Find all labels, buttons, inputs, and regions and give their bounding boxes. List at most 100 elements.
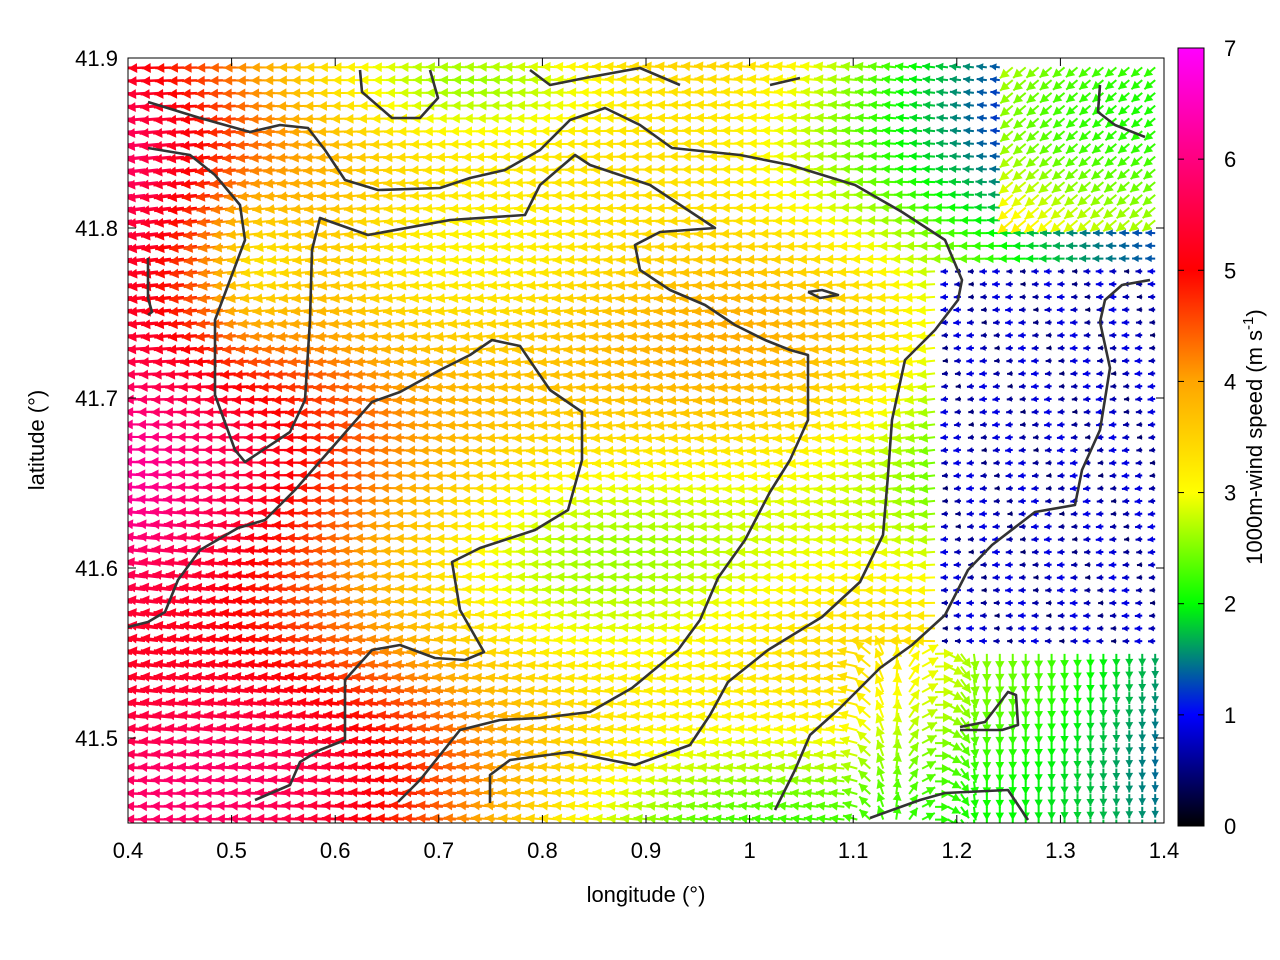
wind-arrow bbox=[953, 599, 961, 606]
wind-arrow bbox=[936, 139, 949, 148]
wind-arrow bbox=[1069, 357, 1078, 364]
wind-arrow bbox=[992, 421, 1000, 428]
wind-arrow bbox=[1052, 130, 1066, 142]
wind-arrow bbox=[1112, 755, 1121, 768]
wind-arrow bbox=[941, 332, 949, 339]
wind-arrow bbox=[908, 663, 921, 680]
wind-arrow bbox=[285, 646, 314, 657]
wind-arrow bbox=[921, 721, 938, 732]
wind-arrow bbox=[1060, 755, 1069, 769]
wind-arrow bbox=[1056, 561, 1065, 568]
wind-arrow bbox=[1108, 587, 1117, 594]
wind-arrow bbox=[309, 710, 340, 721]
wind-arrow bbox=[941, 587, 949, 594]
wind-arrow bbox=[836, 646, 858, 657]
wind-arrow bbox=[854, 665, 871, 681]
wind-arrow bbox=[935, 764, 951, 774]
wind-arrow bbox=[128, 295, 133, 299]
wind-arrow bbox=[1026, 241, 1039, 250]
wind-arrow bbox=[375, 761, 405, 772]
wind-arrow bbox=[206, 633, 236, 644]
wind-arrow bbox=[976, 63, 987, 71]
wind-arrow bbox=[1057, 599, 1065, 606]
wind-arrow bbox=[1147, 370, 1156, 377]
wind-arrow bbox=[1078, 130, 1092, 142]
wind-arrow bbox=[737, 788, 754, 798]
wind-arrow bbox=[1136, 306, 1143, 313]
x-tick-label: 1.3 bbox=[1045, 838, 1076, 863]
wind-arrow bbox=[1006, 498, 1013, 504]
wind-arrow bbox=[954, 549, 962, 555]
wind-arrow bbox=[1119, 229, 1130, 237]
wind-arrow bbox=[998, 194, 1014, 208]
wind-arrow bbox=[1050, 219, 1066, 233]
colorbar-tick-label: 4 bbox=[1224, 369, 1236, 394]
wind-arrow bbox=[1109, 472, 1117, 479]
wind-arrow bbox=[1047, 704, 1056, 719]
wind-arrow bbox=[947, 742, 963, 752]
wind-arrow bbox=[823, 648, 845, 659]
wind-arrow bbox=[1091, 130, 1105, 142]
wind-arrow bbox=[1136, 294, 1143, 300]
wind-arrow bbox=[1044, 574, 1052, 581]
wind-arrow bbox=[966, 638, 974, 645]
wind-arrow bbox=[375, 748, 405, 759]
wind-arrow bbox=[1125, 743, 1134, 755]
wind-arrow bbox=[1095, 268, 1104, 275]
wind-arrow bbox=[1112, 653, 1121, 667]
wind-arrow bbox=[941, 600, 949, 606]
wind-arrow bbox=[940, 408, 949, 415]
wind-arrow bbox=[1057, 472, 1065, 479]
wind-arrow bbox=[949, 152, 962, 161]
wind-arrow bbox=[1110, 625, 1117, 632]
wind-arrow bbox=[644, 762, 664, 773]
wind-arrow bbox=[1032, 434, 1039, 440]
wind-arrow bbox=[968, 421, 975, 428]
wind-arrow bbox=[1046, 612, 1052, 619]
y-tick-label: 41.5 bbox=[75, 726, 118, 751]
wind-arrow bbox=[908, 152, 923, 161]
wind-arrow bbox=[348, 761, 379, 772]
wind-arrow bbox=[1121, 472, 1130, 479]
wind-arrow bbox=[966, 510, 974, 517]
wind-arrow bbox=[348, 787, 379, 798]
wind-arrow bbox=[1121, 319, 1130, 326]
wind-arrow bbox=[1064, 168, 1079, 181]
wind-arrow bbox=[1076, 206, 1092, 220]
wind-arrow bbox=[1099, 666, 1108, 680]
wind-arrow bbox=[1018, 306, 1026, 313]
wind-arrow bbox=[955, 396, 962, 402]
wind-arrow bbox=[854, 151, 871, 161]
wind-arrow bbox=[321, 735, 353, 746]
wind-arrow bbox=[994, 625, 1000, 632]
wind-arrow bbox=[918, 407, 936, 418]
wind-arrow bbox=[999, 143, 1014, 156]
wind-arrow bbox=[1005, 548, 1013, 555]
wind-arrow bbox=[1117, 130, 1130, 142]
wind-arrow bbox=[1057, 421, 1065, 428]
wind-arrow bbox=[1086, 794, 1095, 807]
wind-arrow bbox=[960, 203, 974, 212]
wind-arrow bbox=[725, 814, 741, 823]
wind-arrow bbox=[593, 813, 612, 823]
wind-arrow bbox=[1058, 523, 1065, 530]
wind-arrow bbox=[921, 643, 939, 655]
wind-arrow bbox=[1033, 447, 1039, 453]
wind-arrow bbox=[1058, 498, 1065, 504]
wind-arrow bbox=[1045, 498, 1052, 504]
wind-arrow bbox=[244, 671, 275, 682]
wind-arrow bbox=[1078, 143, 1092, 155]
wind-arrow bbox=[1095, 281, 1104, 288]
wind-arrow bbox=[606, 800, 625, 811]
wind-arrow bbox=[1005, 281, 1013, 288]
wind-arrow bbox=[968, 549, 974, 555]
wind-arrow bbox=[856, 743, 871, 757]
wind-arrow bbox=[874, 660, 885, 680]
wind-arrow bbox=[361, 787, 392, 798]
wind-arrow bbox=[940, 536, 949, 543]
wind-arrow bbox=[841, 113, 858, 123]
wind-arrow bbox=[922, 62, 936, 71]
wind-arrow bbox=[673, 814, 690, 823]
wind-arrow bbox=[941, 459, 949, 466]
wind-arrow bbox=[645, 788, 664, 799]
